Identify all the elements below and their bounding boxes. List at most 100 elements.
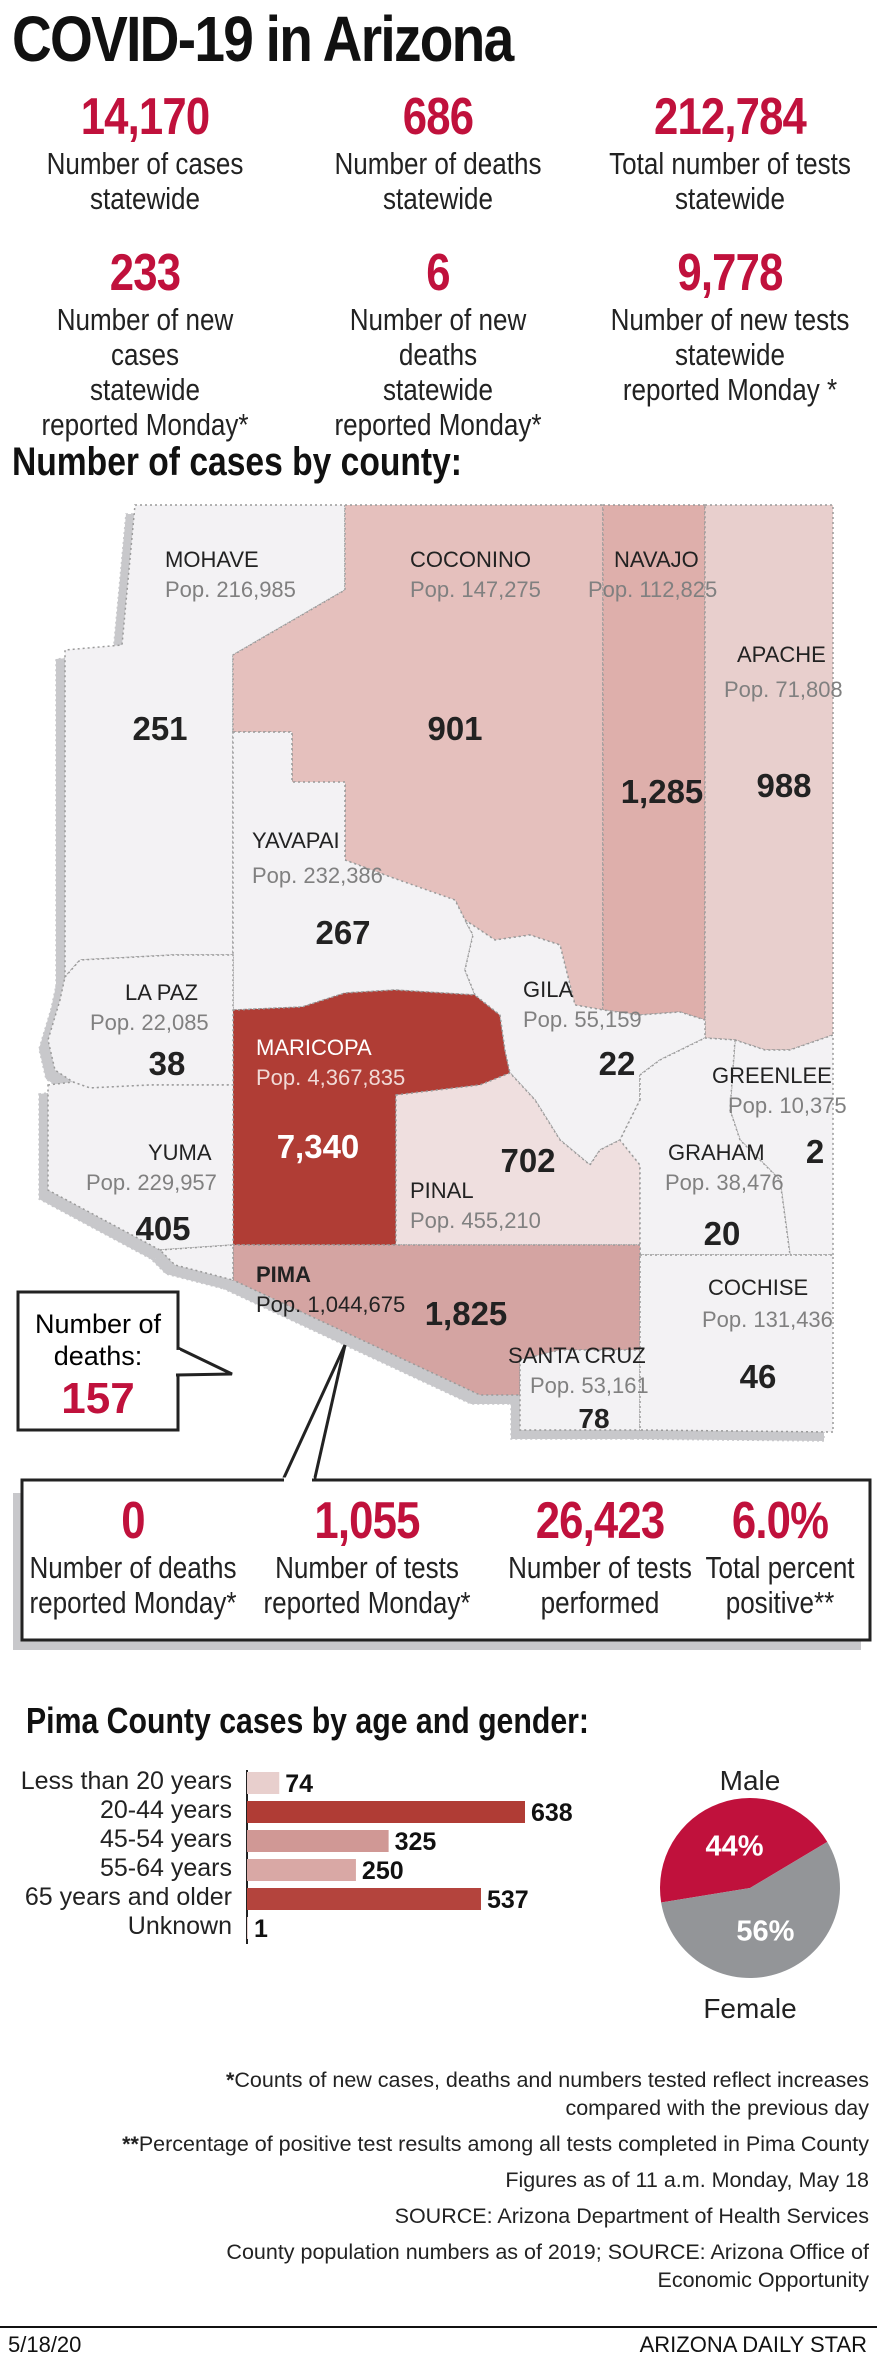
label-yavapai: YAVAPAI [252,828,340,853]
stat-number: 1,055 [314,1492,420,1550]
stat-label: Number of deaths statewide [334,146,542,216]
pima-deaths-callout: Number of deaths: 157 [16,1290,233,1432]
bar-value-label: 74 [285,1770,313,1798]
stat-number: 6.0% [731,1492,829,1550]
label-pima: PIMA [256,1262,311,1287]
pima-stats-box [20,1478,872,1642]
label-mohave: MOHAVE [165,547,259,572]
label-apache: APACHE [737,642,826,667]
stat-number: 0 [121,1492,145,1550]
pop-yuma: Pop. 229,957 [86,1170,217,1195]
label-pinal: PINAL [410,1178,474,1203]
stat-tests: 212,784 Total number of tests statewide [608,88,852,216]
bar [247,1772,280,1794]
cases-yavapai: 267 [315,914,370,951]
stat-number: 26,423 [535,1492,665,1550]
county-greenlee [729,1033,834,1256]
bar-category-label: 55-64 years [100,1854,232,1882]
stat-number: 14,170 [80,88,210,146]
footnote-2: compared with the previous day [565,2096,869,2120]
cases-lapaz: 38 [149,1045,186,1082]
cases-apache: 988 [756,767,811,804]
cases-yuma: 405 [135,1210,190,1247]
pima-stat-deaths: 0 Number of deaths reported Monday* [11,1492,255,1620]
stat-label: Total number of tests statewide [609,146,851,216]
pop-graham: Pop. 38,476 [665,1170,784,1195]
label-greenlee: GREENLEE [712,1063,832,1088]
cases-gila: 22 [599,1045,636,1082]
bar [247,1830,389,1852]
cases-pima: 1,825 [425,1295,508,1332]
deaths-label-line2: deaths: [54,1341,143,1371]
pie-category-label: Male [720,1765,781,1796]
pima-pointer-line [280,1344,347,1483]
pop-greenlee: Pop. 10,375 [728,1093,847,1118]
footnote-4: Figures as of 11 a.m. Monday, May 18 [505,2168,869,2192]
pie-slice [661,1841,841,1979]
age-gender-chart: Less than 20 years 74 20-44 years 638 45-54 … [21,1765,841,2024]
pima-stat-tests-performed: 26,423 Number of tests performed [478,1492,722,1620]
cases-maricopa: 7,340 [277,1128,360,1165]
page-title: COVID-19 in Arizona [12,3,514,75]
bar-value-label: 250 [362,1857,404,1885]
label-cochise: COCHISE [708,1275,808,1300]
county-graham [619,1037,791,1256]
pop-mohave: Pop. 216,985 [165,577,296,602]
stat-label: Number of new deaths statewide reported Mo… [334,302,542,442]
stat-number: 9,778 [677,244,783,302]
bar-value-label: 537 [487,1886,529,1914]
cases-coconino: 901 [427,710,482,747]
stat-label: Number of deaths reported Monday* [29,1550,237,1620]
footnote-5: SOURCE: Arizona Department of Health Ser… [394,2204,869,2228]
label-santacruz: SANTA CRUZ [508,1343,646,1368]
stat-new-cases: 233 Number of new cases statewide reported… [23,244,267,442]
stat-label: Number of tests performed [508,1550,692,1620]
pop-pinal: Pop. 455,210 [410,1208,541,1233]
stat-new-tests: 9,778 Number of new tests statewide report… [608,244,852,407]
pima-stat-tests-monday: 1,055 Number of tests reported Monday* [245,1492,489,1620]
stat-number: 686 [402,88,474,146]
pop-apache: Pop. 71,808 [724,677,843,702]
stat-label: Number of new tests statewide reported Mon… [610,302,850,407]
deaths-label-line1: Number of [35,1309,162,1339]
pie-value-label: 56% [736,1915,794,1947]
label-graham: GRAHAM [668,1140,765,1165]
bar-value-label: 325 [395,1828,437,1856]
bar-category-label: Unknown [128,1912,232,1940]
county-lapaz [47,954,234,1089]
pop-lapaz: Pop. 22,085 [90,1010,209,1035]
footnote-6: County population numbers as of 2019; SO… [226,2240,869,2264]
label-maricopa: MARICOPA [256,1035,372,1060]
bar-value-label: 1 [254,1915,268,1943]
pop-yavapai: Pop. 232,386 [252,863,383,888]
cases-pinal: 702 [500,1142,555,1179]
pop-maricopa: Pop. 4,367,835 [256,1065,405,1090]
footer-rule [0,2326,877,2328]
stat-number: 212,784 [653,88,807,146]
bar-category-label: 20-44 years [100,1796,232,1824]
pop-coconino: Pop. 147,275 [410,577,541,602]
label-lapaz: LA PAZ [125,980,198,1005]
bar-category-label: 45-54 years [100,1825,232,1853]
stat-label: Number of new cases statewide reported Mon… [41,302,249,442]
pima-stat-percent-positive: 6.0% Total percent positive** [658,1492,877,1620]
cases-graham: 20 [704,1215,741,1252]
bar [247,1888,481,1910]
stat-label: Number of tests reported Monday* [263,1550,471,1620]
footnote-1: *Counts of new cases, deaths and numbers… [226,2068,869,2092]
bar-category-label: 65 years and older [25,1883,232,1911]
pima-west-strip [158,1244,234,1281]
label-gila: GILA [523,977,573,1002]
cases-greenlee: 2 [806,1133,824,1170]
bar [247,1801,525,1823]
bar-category-label: Less than 20 years [21,1767,232,1795]
cases-santacruz: 78 [578,1403,609,1434]
county-yuma [47,1081,234,1251]
footnote-3: **Percentage of positive test results am… [122,2132,869,2156]
label-yuma: YUMA [148,1140,212,1165]
pie-value-label: 44% [706,1831,764,1863]
pima-pointer-line [312,1344,347,1483]
cases-navajo: 1,285 [621,773,704,810]
county-pinal [395,1072,641,1246]
bar-value-label: 638 [531,1799,573,1827]
